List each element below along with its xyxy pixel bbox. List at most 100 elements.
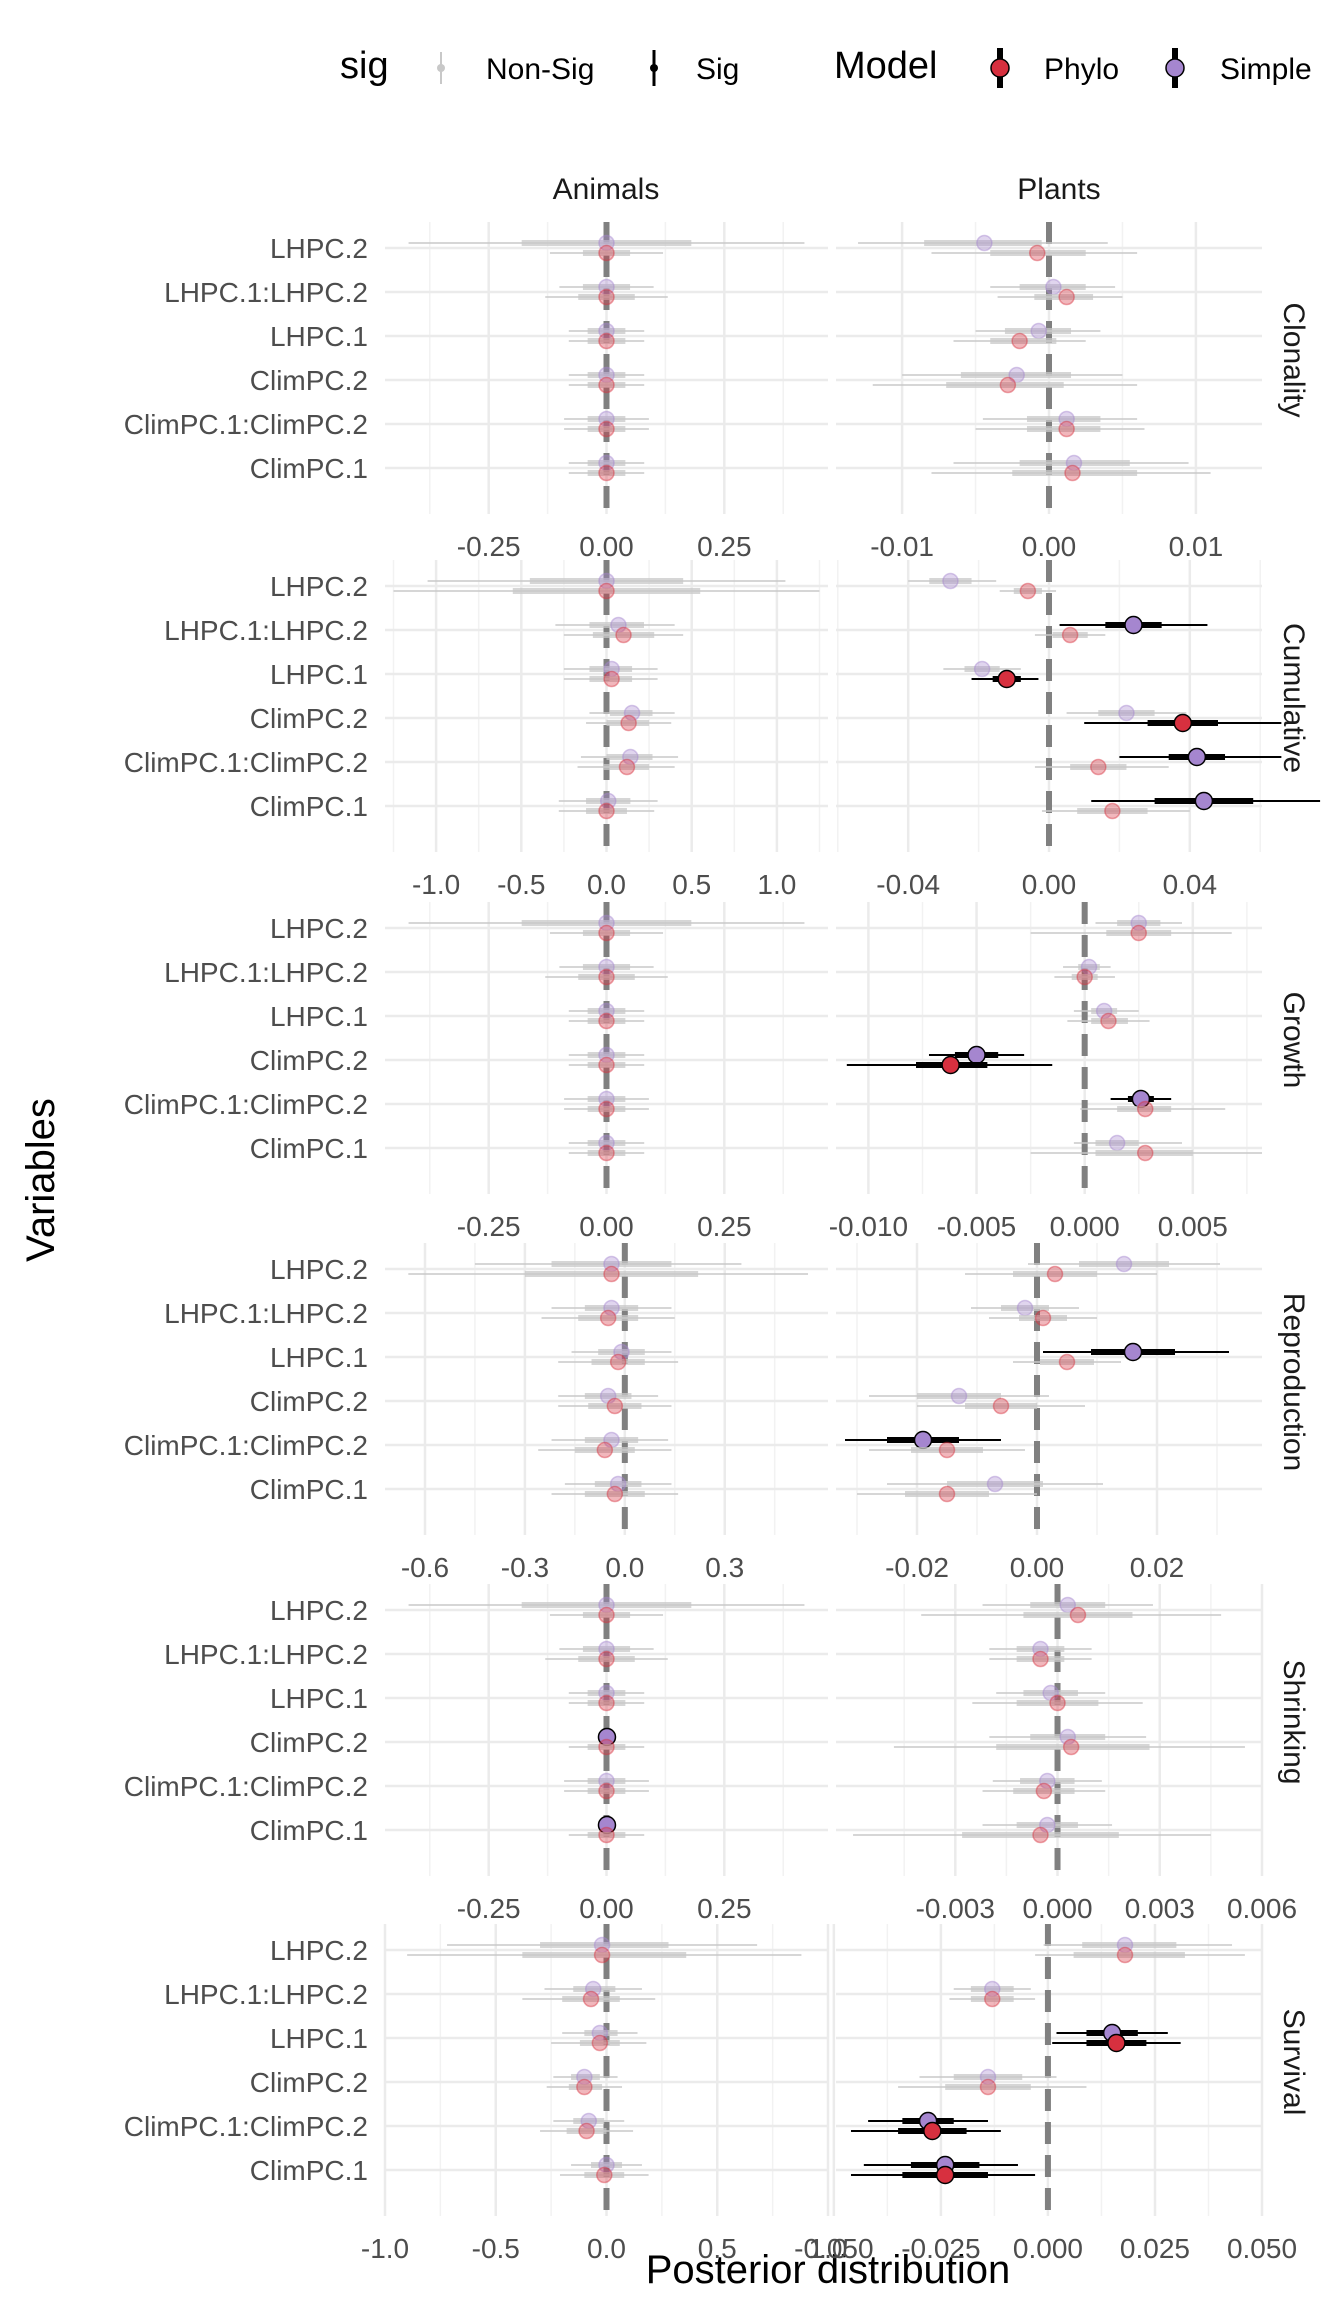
y-tick-label: ClimPC.1:ClimPC.2 [124, 1430, 368, 1461]
point-phylo [596, 2166, 613, 2184]
panel-survival-plants: -0.050 -0.025 0.000 0.025 0.050 [794, 1924, 1297, 2264]
x-tick-label: -0.6 [401, 1552, 449, 1583]
y-tick-label: ClimPC.1 [250, 791, 368, 822]
point-phylo [1107, 2033, 1126, 2053]
point-phylo [591, 2034, 609, 2052]
x-tick-label: -0.025 [901, 2233, 980, 2264]
point-phylo [1049, 1694, 1066, 1712]
point-simple [942, 572, 959, 590]
legend-key-sig [650, 50, 658, 86]
x-tick-label: -0.04 [876, 869, 940, 900]
x-tick-label: 0.003 [1125, 1893, 1195, 1924]
point-phylo [582, 1990, 600, 2008]
point-phylo [598, 420, 615, 438]
y-tick-label: ClimPC.1:ClimPC.2 [124, 409, 368, 440]
point-phylo [1104, 802, 1121, 820]
point-phylo [1061, 626, 1079, 644]
y-tick-label: LHPC.1 [270, 1342, 368, 1373]
point-phylo [1090, 758, 1107, 776]
x-tick-label: 0.04 [1163, 869, 1218, 900]
y-tick-label: LHPC.1:LHPC.2 [164, 1639, 368, 1670]
point-phylo [598, 1826, 615, 1844]
point-phylo [603, 1265, 620, 1283]
point-phylo [598, 924, 615, 942]
panel-growth-animals: -0.25 0.00 0.25 [385, 902, 828, 1242]
point-simple [973, 660, 991, 678]
strip-row-shrinking: Shrinking [1277, 1659, 1310, 1784]
point-phylo [598, 464, 615, 482]
x-tick-label: 0.000 [1022, 1893, 1092, 1924]
y-tick-label: LHPC.1 [270, 321, 368, 352]
x-tick-label: -1.0 [361, 2233, 409, 2264]
point-phylo [609, 1353, 627, 1371]
panel-clonality-plants: -0.01 0.00 0.01 [836, 222, 1262, 562]
y-tick-label: LHPC.2 [270, 233, 368, 264]
point-phylo [1136, 1144, 1154, 1162]
point-phylo [620, 714, 637, 732]
legend-model-title: Model [834, 45, 938, 87]
legend-label-phylo: Phylo [1044, 53, 1119, 86]
y-tick-label: ClimPC.1 [250, 2155, 368, 2186]
panel-reproduction-animals: -0.6 -0.3 0.0 0.3 [385, 1243, 828, 1583]
point-phylo [618, 758, 636, 776]
point-phylo [598, 1738, 615, 1756]
point-phylo [598, 1144, 615, 1162]
x-tick-label: -0.010 [829, 1211, 908, 1242]
x-tick-label: -0.01 [870, 531, 934, 562]
x-tick-label: 0.01 [1169, 531, 1224, 562]
point-phylo [1058, 288, 1075, 306]
x-tick-label: 1.0 [757, 869, 796, 900]
point-phylo [1034, 1309, 1052, 1327]
y-tick-label: LHPC.1 [270, 659, 368, 690]
x-tick-label: 0.00 [579, 1211, 634, 1242]
x-axis-title: Posterior distribution [646, 2248, 1011, 2292]
point-phylo [615, 626, 632, 644]
x-tick-label: 0.00 [579, 531, 634, 562]
x-tick-label: 0.25 [697, 1893, 752, 1924]
y-tick-label: ClimPC.2 [250, 703, 368, 734]
y-tick-label: ClimPC.1 [250, 1133, 368, 1164]
strip-col-plants: Plants [1017, 173, 1100, 206]
point-simple [1115, 1255, 1133, 1273]
point-phylo [1116, 1946, 1134, 1964]
point-phylo [1032, 1826, 1049, 1844]
point-phylo [606, 1397, 624, 1415]
x-tick-label: 0.25 [697, 1211, 752, 1242]
point-phylo [997, 669, 1017, 689]
point-phylo [1076, 968, 1093, 986]
point-phylo [1136, 1100, 1154, 1118]
panel-shrinking-plants: -0.003 0.000 0.003 0.006 [836, 1584, 1297, 1924]
y-tick-label: LHPC.2 [270, 913, 368, 944]
x-tick-label: -1.0 [412, 869, 460, 900]
legend-label-nonsig: Non-Sig [486, 53, 594, 86]
point-simple [1016, 1299, 1034, 1317]
panel-cumulative-animals: -1.0 -0.5 0.0 0.5 1.0 [385, 560, 828, 900]
point-phylo [1032, 1650, 1049, 1668]
y-tick-label: LHPC.2 [270, 571, 368, 602]
y-tick-label: LHPC.1:LHPC.2 [164, 1979, 368, 2010]
point-phylo [935, 2165, 955, 2185]
x-tick-label: -0.050 [794, 2233, 873, 2264]
point-phylo [979, 2078, 997, 2096]
y-tick-label: ClimPC.1 [250, 1474, 368, 1505]
point-phylo [1130, 924, 1147, 942]
point-simple [1194, 791, 1214, 811]
x-tick-label: 0.0 [587, 869, 626, 900]
y-tick-label: LHPC.1 [270, 2023, 368, 2054]
y-tick-label: LHPC.1:LHPC.2 [164, 615, 368, 646]
point-phylo [598, 244, 615, 262]
y-tick-label: LHPC.2 [270, 1254, 368, 1285]
point-phylo [598, 1100, 615, 1118]
x-tick-label: -0.3 [501, 1552, 549, 1583]
strip-row-cumulative: Cumulative [1277, 623, 1310, 773]
y-tick-label: ClimPC.2 [250, 1727, 368, 1758]
x-tick-label: -0.02 [885, 1552, 949, 1583]
point-phylo [1019, 582, 1037, 600]
y-tick-label: LHPC.2 [270, 1595, 368, 1626]
point-simple [1118, 704, 1135, 722]
point-phylo [578, 2122, 595, 2140]
x-tick-label: 0.025 [1120, 2233, 1190, 2264]
point-phylo [598, 968, 615, 986]
strip-row-survival: Survival [1277, 2009, 1310, 2116]
